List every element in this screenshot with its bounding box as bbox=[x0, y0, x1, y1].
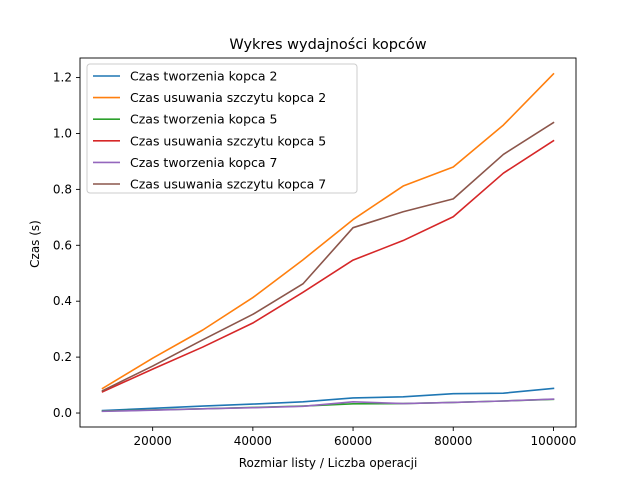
series-line-4 bbox=[101, 139, 555, 393]
x-axis-ticks: 20000 40000 60000 80000 100000 bbox=[134, 427, 577, 448]
y-tick-label: 0.2 bbox=[53, 350, 72, 364]
legend-label: Czas usuwania szczytu kopca 7 bbox=[130, 177, 326, 192]
chart-title: Wykres wydajności kopców bbox=[229, 37, 426, 53]
y-tick-label: 0.4 bbox=[53, 294, 72, 308]
y-axis-label: Czas (s) bbox=[28, 220, 42, 268]
y-tick-label: 0.6 bbox=[53, 238, 72, 252]
legend-label: Czas usuwania szczytu kopca 2 bbox=[130, 90, 326, 105]
axes-frame bbox=[79, 57, 577, 428]
series-line-6 bbox=[101, 121, 555, 392]
y-tick-label: 1.0 bbox=[53, 126, 72, 140]
series-lines bbox=[101, 72, 555, 413]
series-line-1 bbox=[101, 387, 555, 412]
x-tick-label: 20000 bbox=[134, 434, 172, 448]
legend-items: Czas tworzenia kopca 2 Czas usuwania szcz… bbox=[93, 69, 326, 192]
x-tick-label: 60000 bbox=[334, 434, 372, 448]
x-tick-label: 80000 bbox=[434, 434, 472, 448]
x-tick-label: 40000 bbox=[234, 434, 272, 448]
legend: Czas tworzenia kopca 2 Czas usuwania szcz… bbox=[86, 63, 358, 194]
legend-label: Czas tworzenia kopca 2 bbox=[130, 69, 277, 84]
y-tick-label: 1.2 bbox=[53, 71, 72, 85]
y-tick-label: 0.8 bbox=[53, 182, 72, 196]
series-line-5 bbox=[101, 398, 555, 413]
legend-label: Czas usuwania szczytu kopca 5 bbox=[130, 133, 326, 148]
x-tick-label: 100000 bbox=[531, 434, 577, 448]
y-axis-ticks: 0.0 0.2 0.4 0.6 0.8 1.0 1.2 bbox=[53, 71, 80, 420]
y-tick-label: 0.0 bbox=[53, 406, 72, 420]
legend-label: Czas tworzenia kopca 7 bbox=[130, 155, 277, 170]
series-line-2 bbox=[101, 72, 555, 390]
plot-area: 20000 40000 60000 80000 100000 0.00.20.40.60… bbox=[53, 57, 577, 448]
legend-box bbox=[86, 63, 358, 194]
legend-label: Czas tworzenia kopca 5 bbox=[130, 112, 277, 127]
x-axis-label: Rozmiar listy / Liczba operacji bbox=[239, 456, 418, 470]
